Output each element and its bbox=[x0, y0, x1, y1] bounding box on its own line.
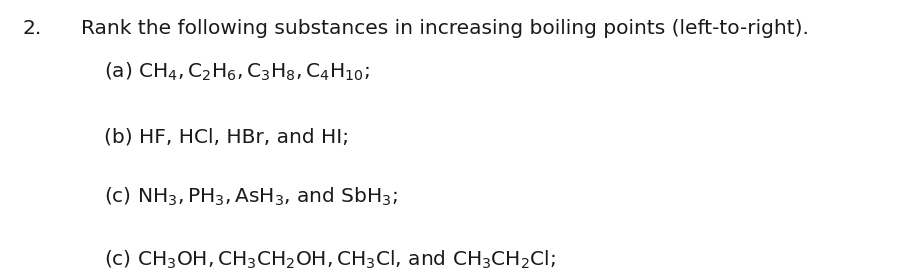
Text: 2.: 2. bbox=[23, 19, 42, 39]
Text: (a) $\mathrm{CH_4, C_2H_6, C_3H_8, C_4H_{10}}$;: (a) $\mathrm{CH_4, C_2H_6, C_3H_8, C_4H_… bbox=[104, 61, 369, 83]
Text: (b) HF, HCl, HBr, and HI;: (b) HF, HCl, HBr, and HI; bbox=[104, 128, 349, 147]
Text: (c) $\mathrm{CH_3OH, CH_3CH_2OH, CH_3Cl}$, and $\mathrm{CH_3CH_2Cl}$;: (c) $\mathrm{CH_3OH, CH_3CH_2OH, CH_3Cl}… bbox=[104, 249, 555, 271]
Text: (c) $\mathrm{NH_3, PH_3, AsH_3}$, and $\mathrm{SbH_3}$;: (c) $\mathrm{NH_3, PH_3, AsH_3}$, and $\… bbox=[104, 185, 397, 208]
Text: Rank the following substances in increasing boiling points (left-to-right).: Rank the following substances in increas… bbox=[81, 19, 808, 39]
